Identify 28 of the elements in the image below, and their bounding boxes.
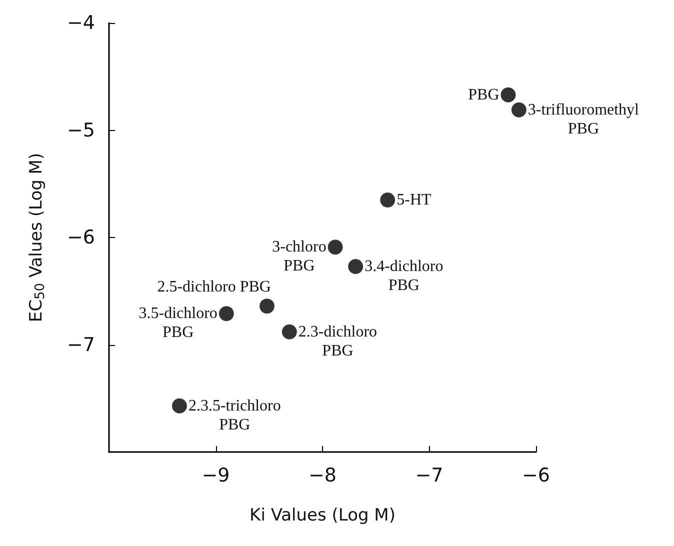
x-tick-label: −9 [202,464,230,486]
annotation: 3.5-dichloro PBG [138,305,218,342]
y-tick-label: −5 [66,119,95,142]
y-tick-label: −6 [66,226,95,248]
y-axis-title: EC50 Values (Log M) [26,152,48,322]
y-tick-label: −7 [66,334,95,356]
point [500,87,516,102]
annotation: 2.5-dichloro PBG [157,278,272,296]
point [218,306,234,322]
point [328,240,343,255]
point [348,258,364,274]
point [511,102,526,118]
point [282,324,297,340]
point [380,192,396,208]
annotation: 3.4-dichloro PBG [364,258,444,294]
x-axis-title: Ki Values (Log M) [250,506,396,526]
annotation: 5-HT [396,191,432,208]
annotation: 2.3-dichloro PBG [298,323,378,360]
point [260,298,274,314]
point [172,398,187,414]
annotation: 3-trifluoromethyl PBG [528,101,640,138]
x-tick-label: −8 [308,464,337,486]
annotation: 3-chloro PBG [272,238,326,275]
y-tick-label: −4 [66,12,95,34]
annotation: 2.3.5-trichloro PBG [188,397,281,434]
x-tick-label: −7 [415,464,444,486]
annotation: PBG [468,86,500,104]
x-tick-label: −6 [522,464,550,486]
